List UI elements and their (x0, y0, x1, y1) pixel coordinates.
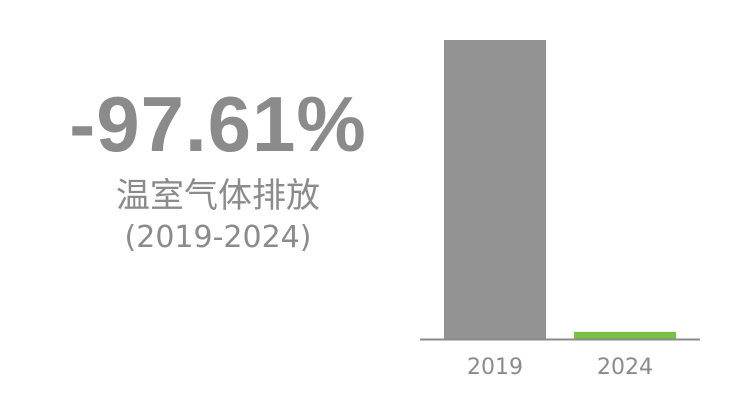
headline-block: -97.61% 温室气体排放 (2019-2024) (48, 74, 388, 258)
x-tick-label-2019: 2019 (467, 355, 523, 380)
period-label: (2019-2024) (124, 220, 312, 255)
change-percentage: -97.61% (69, 80, 367, 168)
bar-2019 (444, 40, 546, 339)
bar-2024 (574, 331, 676, 339)
metric-label: 温室气体排放 (116, 176, 320, 216)
x-tick-label-2024: 2024 (597, 355, 653, 380)
